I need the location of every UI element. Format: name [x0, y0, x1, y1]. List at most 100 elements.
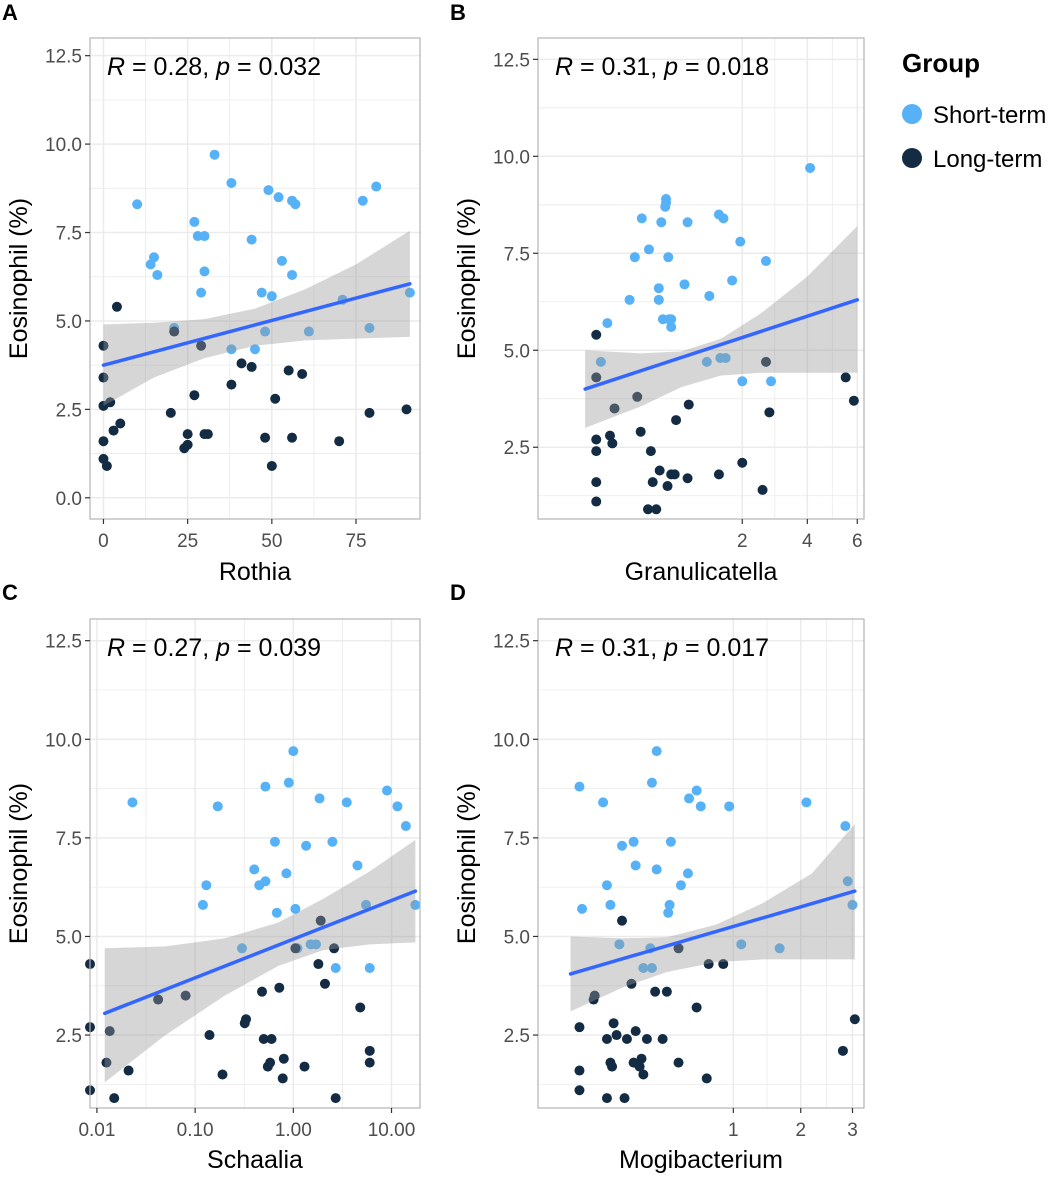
legend-title: Group: [902, 48, 980, 78]
panel-b-ytick-label: 7.5: [504, 244, 530, 265]
panel-a-point-short-term: [226, 344, 237, 355]
panel-a-regression-line: [101, 282, 412, 367]
panel-d-point-short-term: [842, 876, 853, 887]
panel-b-point-long-term: [662, 481, 673, 492]
panel-a-point-short-term: [364, 323, 375, 334]
panel-d-point-short-term: [840, 821, 851, 832]
panel-d-point-long-term: [617, 915, 628, 926]
panel-b-point-long-term: [682, 473, 693, 484]
panel-d-point-short-term: [630, 860, 641, 871]
panel-c-ytick-label: 12.5: [45, 632, 82, 653]
panel-d-point-long-term: [673, 943, 684, 954]
panel-a-point-short-term: [148, 252, 159, 263]
panel-d-point-short-term: [682, 868, 693, 879]
panel-d-point-long-term: [608, 1018, 619, 1029]
panel-c-point-short-term: [201, 880, 212, 891]
panel-d-correlation-annotation: R = 0.31, p = 0.017: [555, 634, 769, 662]
panel-d-point-long-term: [574, 1065, 585, 1076]
panel-c-point-long-term: [299, 1061, 310, 1072]
panel-a-point-long-term: [287, 432, 298, 443]
panel-d-point-long-term: [634, 1061, 645, 1072]
panel-c-point-long-term: [313, 959, 324, 970]
panel-a-point-long-term: [111, 301, 122, 312]
panel-b-point-long-term: [654, 465, 665, 476]
panel-c-regression-line: [102, 889, 418, 1016]
panel-b-point-long-term: [737, 457, 748, 468]
panel-c-correlation-annotation: R = 0.27, p = 0.039: [107, 634, 321, 662]
panel-a-point-short-term: [152, 269, 163, 280]
panel-c-xlabel: Schaalia: [207, 1146, 303, 1174]
panel-a-point-short-term: [256, 287, 267, 298]
panel-c-point-short-term: [352, 860, 363, 871]
panel-b-confidence-band: [585, 226, 858, 428]
panel-a-point-long-term: [266, 460, 277, 471]
panel-a-point-short-term: [276, 255, 287, 266]
panel-d-point-long-term: [718, 959, 729, 970]
panel-a-point-long-term: [169, 326, 180, 337]
legend-key-long-term: [902, 148, 922, 168]
panel-c-point-short-term: [341, 797, 352, 808]
panel-b-xlabel: Granulicatella: [625, 558, 778, 586]
panel-c-point-long-term: [278, 1053, 289, 1064]
panel-c-point-short-term: [281, 868, 292, 879]
panel-c-point-long-term: [101, 1057, 112, 1068]
panel-d-point-long-term: [589, 990, 600, 1001]
panel-b-ylabel: Eosinophil (%): [453, 198, 481, 359]
panel-b-point-long-term: [632, 391, 643, 402]
panel-a-point-long-term: [105, 397, 116, 408]
panel-c-point-long-term: [290, 943, 301, 954]
panel-d-point-short-term: [665, 836, 676, 847]
panel-b-correlation-annotation: R = 0.31, p = 0.018: [555, 53, 769, 81]
panel-d-point-short-term: [598, 797, 609, 808]
panel-c-point-long-term: [274, 982, 285, 993]
panel-a-point-long-term: [260, 432, 271, 443]
panel-d-point-long-term: [657, 1033, 668, 1044]
panel-a-point-long-term: [270, 393, 281, 404]
panel-a-point-short-term: [189, 216, 200, 227]
panel-c-point-short-term: [269, 836, 280, 847]
panel-b-point-short-term: [666, 314, 677, 325]
panel-c-point-short-term: [290, 903, 301, 914]
panel-b-point-long-term: [591, 496, 602, 507]
panel-d-tag: D: [450, 580, 466, 605]
panel-b-point-short-term: [766, 376, 777, 387]
panel-d-point-long-term: [630, 1026, 641, 1037]
panel-b-point-short-term: [805, 162, 816, 173]
panel-d-point-long-term: [574, 1085, 585, 1096]
panel-c-point-short-term: [364, 963, 375, 974]
panel-d-point-long-term: [601, 1033, 612, 1044]
panel-c-confidence-band: [104, 839, 416, 1083]
panel-d-point-long-term: [638, 1069, 649, 1080]
panel-d-ytick-label: 10.0: [493, 730, 530, 751]
panel-d-point-short-term: [691, 785, 702, 796]
panel-d-point-short-term: [651, 746, 662, 757]
panel-c-point-short-term: [260, 876, 271, 887]
panel-b-border: [537, 37, 865, 520]
panel-a-point-short-term: [226, 178, 237, 189]
panel-d-point-long-term: [661, 986, 672, 997]
panel-a-point-short-term: [266, 291, 277, 302]
panel-b-point-short-term: [701, 356, 712, 367]
panel-a-point-long-term: [182, 429, 193, 440]
panel-c-xtick-label: 1.00: [275, 1120, 312, 1141]
panel-a-point-short-term: [209, 149, 220, 160]
panel-b-point-short-term: [666, 321, 677, 332]
panel-a-point-long-term: [108, 425, 119, 436]
panel-a-point-long-term: [189, 390, 200, 401]
panel-d-point-short-term: [577, 903, 588, 914]
panel-b-point-long-term: [683, 399, 694, 410]
panel-a-point-short-term: [303, 326, 314, 337]
panel-b-point-long-term: [609, 403, 620, 414]
panel-a-point-long-term: [98, 340, 109, 351]
panel-c-point-long-term: [109, 1093, 120, 1104]
panel-d-point-long-term: [650, 986, 661, 997]
legend-key-short-term: [902, 104, 922, 124]
panel-a-point-short-term: [357, 195, 368, 206]
panel-a-xtick-label: 0: [98, 531, 109, 552]
panel-b-point-long-term: [645, 446, 656, 457]
panel-c: C 2.5 5.0 7.5 10.0 12.5 0.01 0.10 1.00 10.00 Scha…: [2, 580, 421, 1174]
panel-b-point-short-term: [653, 294, 664, 305]
panel-d-point-short-term: [684, 793, 695, 804]
panel-c-xtick-label: 0.01: [78, 1120, 115, 1141]
panel-a-ytick-label: 0.0: [56, 489, 82, 510]
